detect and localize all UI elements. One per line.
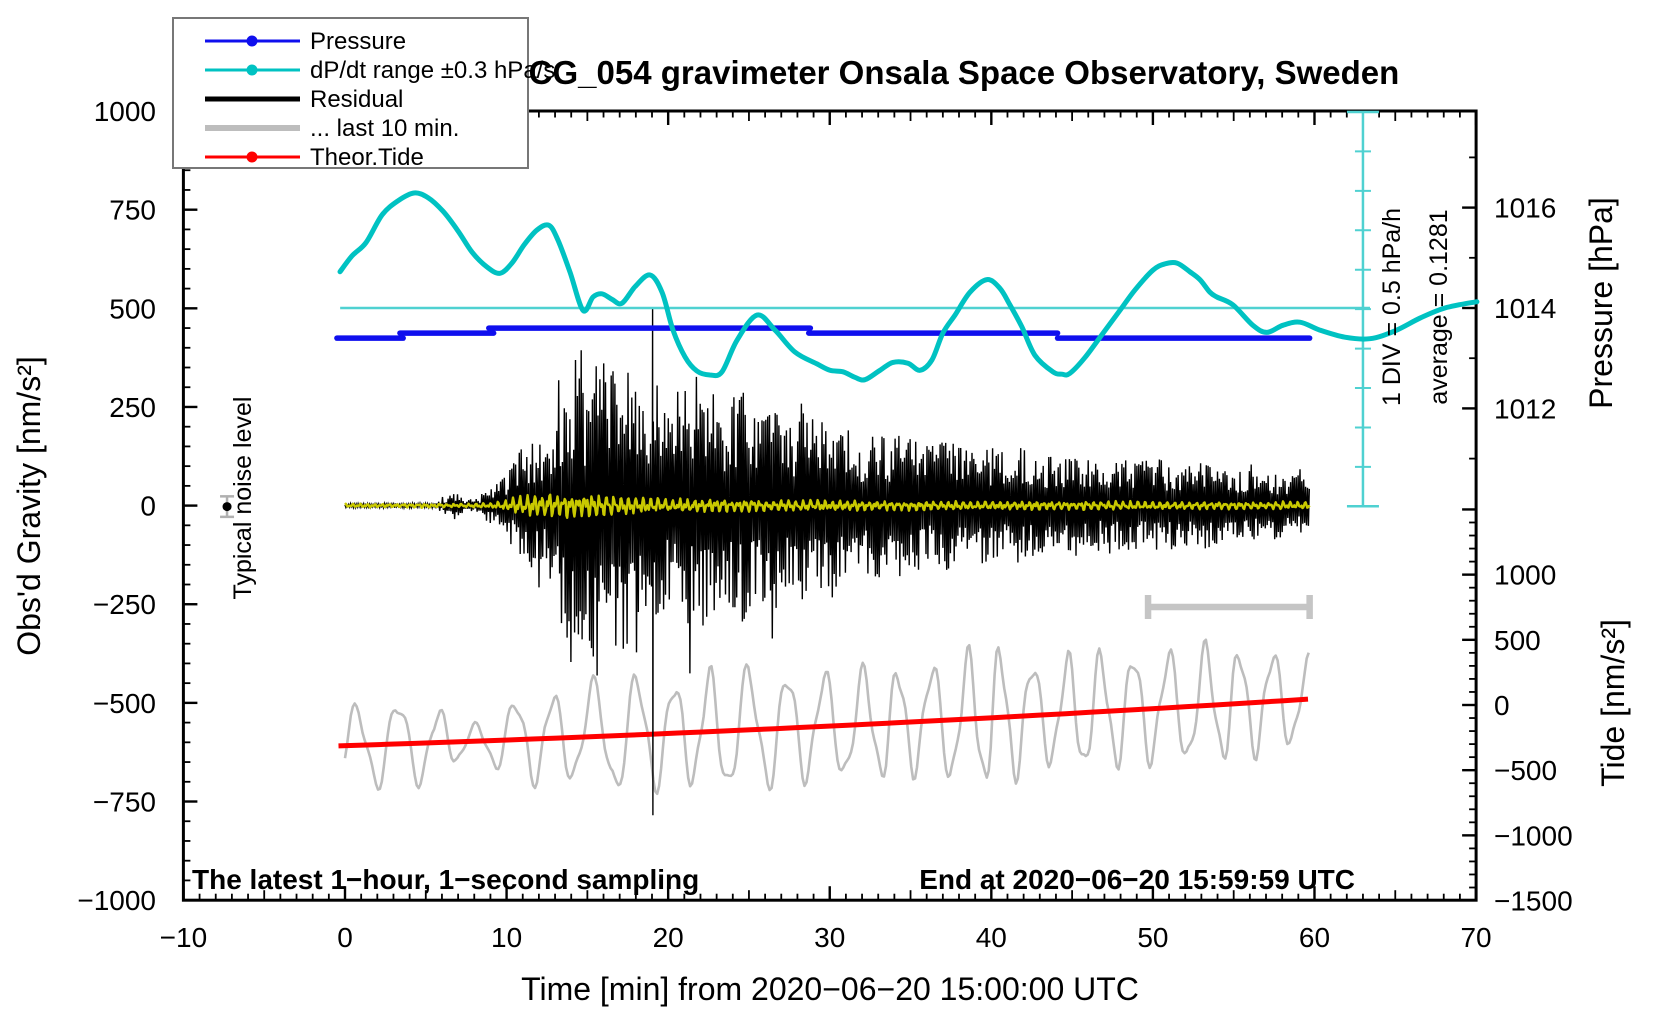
pressure-tick-label: 1014 [1494,293,1556,324]
x-axis-title: Time [min] from 2020−06−20 15:00:00 UTC [521,971,1139,1007]
end-time-note: End at 2020−06−20 15:59:59 UTC [919,864,1355,895]
average-label: average = 0.1281 [1425,209,1453,404]
residual-lowpass-curve [344,493,1311,519]
legend-item-label: dP/dt range ±0.3 hPa/s [310,57,555,84]
tide-tick-label: 1000 [1494,560,1556,591]
residual-curve [344,308,1310,816]
noise-level-label: Typical noise level [229,397,257,600]
gravity-tick-label: 0 [140,491,156,522]
last-10-min-curve [343,638,1310,796]
x-tick-label: −10 [160,922,208,953]
legend-box [172,17,529,169]
pressure-tick-label: 1016 [1494,193,1556,224]
x-tick-label: 0 [337,922,353,953]
x-tick-label: 50 [1137,922,1168,953]
tide-tick-label: −1000 [1494,820,1573,851]
generated-plot-layer: −10 0 10 20 30 40 50 60 70 1000 750 500 250 0 −250 −500… [77,96,1572,953]
legend-item-label: Theor.Tide [310,144,424,171]
gravity-tick-label: −500 [93,688,156,719]
x-tick-label: 30 [814,922,845,953]
x-tick-label: 40 [976,922,1007,953]
legend-sample-dot [246,151,258,163]
tide-tick-label: −500 [1494,755,1557,786]
div-ruler-label: 1 DIV = 0.5 hPa/h [1378,208,1406,406]
sampling-note: The latest 1−hour, 1−second sampling [192,864,699,895]
tide-axis-title: Tide [nm/s²] [1595,619,1631,787]
gravity-tick-label: 750 [109,195,156,226]
x-tick-label: 20 [653,922,684,953]
x-tick-label: 70 [1460,922,1491,953]
gravity-tick-label: 1000 [94,96,156,127]
noise-dot [222,502,232,512]
legend-item-label: ... last 10 min. [310,115,459,142]
legend-item-label: Residual [310,86,403,113]
x-tick-label: 10 [491,922,522,953]
tide-tick-label: 500 [1494,625,1541,656]
legend-sample-dot [246,35,258,47]
legend-sample-dot [246,64,258,76]
gravity-tick-label: −750 [93,787,156,818]
tide-tick-label: −1500 [1494,886,1573,917]
gravity-tick-label: −1000 [77,885,156,916]
dpdt-curve [337,190,1480,383]
legend-item-label: Pressure [310,28,406,55]
gravity-axis-title: Obs'd Gravity [nm/s²] [11,356,47,656]
tide-tick-label: 0 [1494,690,1510,721]
pressure-tick-label: 1012 [1494,393,1556,424]
gravity-tick-label: 250 [109,392,156,423]
pressure-axis-title: Pressure [hPa] [1583,197,1619,409]
theor-tide-line [338,696,1309,749]
x-tick-label: 60 [1299,922,1330,953]
chart-title: SCG_054 gravimeter Onsala Space Observat… [507,54,1400,91]
gravity-tick-label: −250 [93,589,156,620]
gravity-tick-label: 500 [109,293,156,324]
